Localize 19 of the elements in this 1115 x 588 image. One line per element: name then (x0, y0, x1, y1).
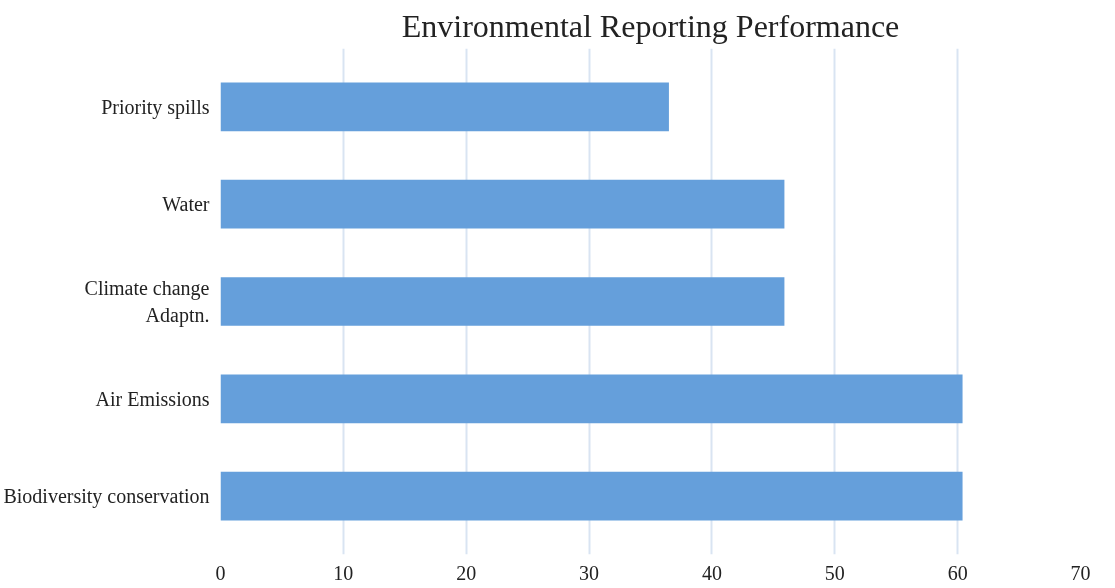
x-tick-label: 70 (1070, 561, 1091, 584)
y-tick-label: Biodiversity conservation (3, 485, 210, 509)
bar (220, 277, 785, 326)
y-tick-label: Climate change Adaptn. (84, 277, 210, 327)
y-tick-label: Water (162, 193, 210, 216)
x-tick-label: 40 (701, 561, 722, 584)
y-tick-label: Priority spills (101, 95, 210, 119)
bar (220, 374, 963, 424)
x-tick-label: 0 (215, 561, 226, 584)
bar (220, 179, 785, 229)
x-tick-label: 30 (579, 561, 600, 584)
x-tick-label: 60 (947, 561, 968, 584)
bar (220, 471, 963, 521)
y-tick-label: Air Emissions (95, 387, 210, 410)
chart-title: Environmental Reporting Performance (401, 7, 900, 44)
x-tick-label: 50 (824, 561, 845, 584)
bar (220, 82, 669, 132)
x-tick-label: 10 (333, 561, 354, 584)
x-tick-label: 20 (456, 561, 477, 584)
